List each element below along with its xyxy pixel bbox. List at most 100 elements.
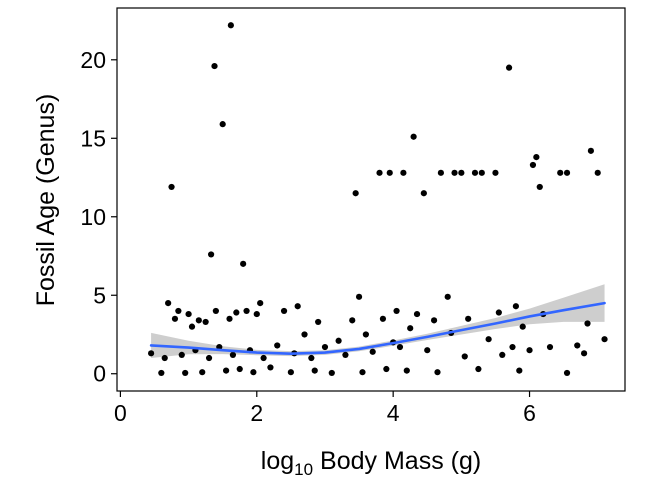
data-point (267, 364, 274, 371)
y-tick-label: 15 (80, 125, 106, 151)
data-point (227, 22, 234, 29)
data-point (393, 307, 400, 315)
data-point (171, 315, 179, 322)
data-point (396, 343, 404, 351)
y-tick-label: 10 (80, 204, 106, 230)
data-point (587, 147, 595, 154)
data-point (420, 190, 427, 197)
data-point (315, 318, 322, 326)
data-point (407, 325, 414, 332)
data-point (280, 307, 288, 315)
data-point (178, 351, 185, 358)
data-point (185, 310, 192, 318)
data-point (563, 169, 571, 176)
data-point (158, 369, 165, 377)
data-point (403, 367, 410, 374)
data-point (207, 251, 215, 258)
data-point (335, 337, 342, 344)
data-point (563, 369, 571, 377)
data-point (546, 343, 554, 351)
data-point (311, 367, 318, 374)
data-point (202, 318, 209, 326)
x-axis: 0 2 4 6 (114, 391, 536, 426)
y-axis: 0 5 10 15 20 (80, 47, 117, 387)
data-point (301, 331, 308, 338)
data-point (205, 354, 213, 362)
data-point (168, 183, 175, 191)
points-layer (147, 22, 608, 377)
data-point (410, 133, 417, 140)
data-point (492, 169, 499, 176)
data-point (212, 307, 219, 315)
y-tick-label: 20 (80, 47, 106, 73)
plot-frame (116, 7, 626, 392)
data-point (485, 336, 492, 343)
data-point (223, 367, 230, 374)
data-point (233, 309, 240, 316)
data-point (294, 303, 301, 310)
data-point (584, 320, 591, 327)
data-point (219, 121, 226, 128)
data-point (195, 317, 202, 324)
data-point (376, 169, 383, 176)
data-point (509, 343, 516, 351)
data-point (461, 353, 468, 360)
data-point (580, 350, 588, 357)
x-tick-label: 2 (250, 400, 263, 426)
data-point (437, 169, 444, 176)
data-point (383, 365, 390, 373)
data-point (199, 369, 206, 376)
data-point (211, 62, 218, 70)
data-point (594, 169, 601, 176)
data-point (434, 369, 441, 376)
data-point (529, 161, 537, 169)
data-point (413, 310, 421, 318)
data-point (400, 169, 407, 176)
data-point (557, 169, 564, 176)
y-axis-title: Fossil Age (Genus) (32, 94, 60, 307)
data-point (328, 369, 335, 377)
data-point (257, 299, 264, 307)
data-point (342, 351, 349, 358)
data-point (182, 369, 189, 377)
data-point (512, 303, 519, 310)
data-point (601, 336, 608, 343)
data-point (478, 169, 485, 176)
y-tick-label: 5 (93, 282, 106, 308)
data-point (161, 354, 168, 362)
data-point (359, 369, 366, 376)
data-point (369, 348, 376, 355)
x-tick-label: 4 (387, 400, 400, 426)
data-point (386, 169, 393, 176)
data-point (226, 315, 233, 322)
x-tick-label: 6 (523, 400, 536, 426)
y-tick-label: 0 (93, 361, 106, 387)
data-point (287, 369, 294, 376)
data-point (451, 169, 458, 176)
fit-line-layer (149, 301, 606, 355)
data-point (175, 307, 182, 315)
x-axis-title-rest: Body Mass (g) (313, 447, 481, 475)
data-point (236, 365, 243, 373)
data-point (165, 299, 172, 307)
data-point (471, 169, 479, 176)
data-point (519, 323, 526, 330)
fit-line (149, 301, 606, 355)
data-point (253, 310, 260, 318)
data-point (495, 309, 502, 316)
data-point (444, 293, 451, 300)
data-point (505, 64, 513, 71)
data-point (430, 317, 438, 324)
data-point (465, 315, 472, 322)
data-point (308, 354, 315, 362)
data-point (321, 343, 329, 351)
data-point (352, 190, 359, 197)
data-point (499, 351, 506, 358)
data-point (274, 342, 281, 349)
x-tick-label: 0 (114, 400, 127, 426)
data-point (458, 169, 465, 176)
data-point (574, 342, 581, 349)
data-point (240, 260, 247, 267)
data-point (516, 367, 523, 374)
